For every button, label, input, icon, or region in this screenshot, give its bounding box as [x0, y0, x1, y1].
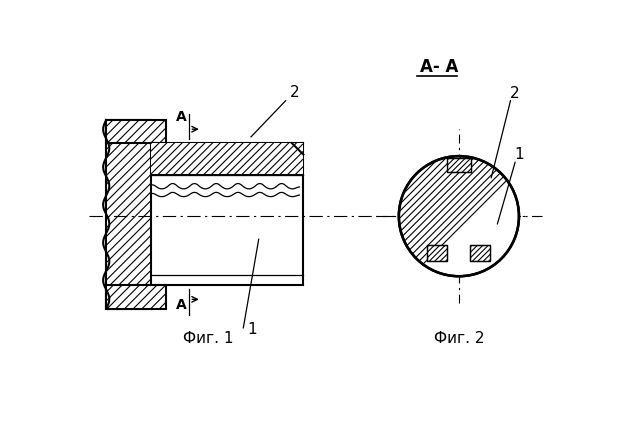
Text: Фиг. 2: Фиг. 2 — [434, 331, 484, 346]
Text: А: А — [177, 111, 187, 124]
Bar — [106, 286, 166, 308]
Polygon shape — [447, 158, 471, 171]
Polygon shape — [470, 246, 490, 261]
Polygon shape — [447, 158, 471, 171]
Bar — [106, 120, 166, 143]
Polygon shape — [106, 286, 166, 308]
Polygon shape — [428, 246, 447, 261]
Text: А- А: А- А — [420, 58, 459, 76]
Text: 1: 1 — [247, 322, 257, 337]
Text: Фиг. 1: Фиг. 1 — [184, 331, 234, 346]
Text: 1: 1 — [514, 147, 524, 162]
Polygon shape — [470, 246, 490, 261]
Polygon shape — [106, 120, 166, 143]
Polygon shape — [428, 246, 447, 261]
Text: А: А — [177, 298, 187, 311]
Bar — [151, 143, 303, 176]
Circle shape — [399, 157, 518, 276]
Circle shape — [399, 156, 519, 276]
Text: 2: 2 — [289, 85, 299, 100]
Text: 2: 2 — [509, 86, 519, 100]
Polygon shape — [151, 143, 303, 176]
Polygon shape — [106, 120, 151, 308]
Bar — [106, 120, 151, 308]
